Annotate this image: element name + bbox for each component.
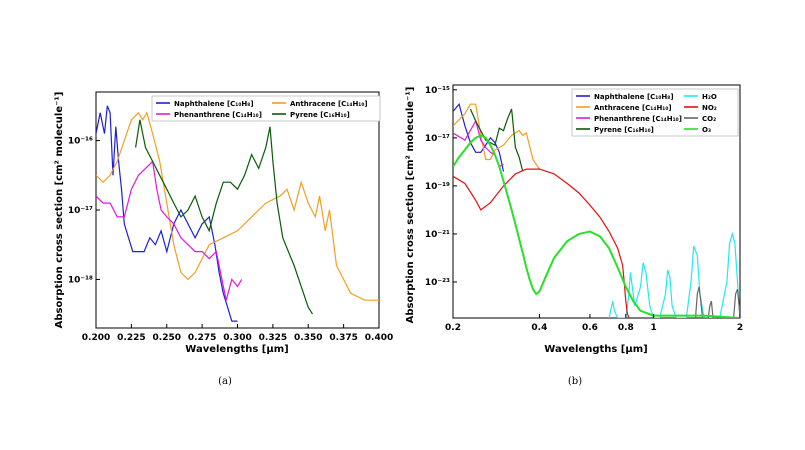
legend-label-anthracene: Anthracene [C₁₄H₁₀] [290,100,368,108]
x-tick-label: 0.4 [531,323,547,333]
x-tick-label: 0.375 [329,333,357,343]
series-group-b [453,102,740,318]
y-tick-label: 10⁻¹⁶ [68,137,93,147]
legend-label-naphthalene: Naphthalene [C₁₀H₈] [594,93,674,101]
x-tick-label: 1 [650,323,656,333]
caption-a: (a) [218,376,232,387]
x-tick-label: 0.8 [618,323,634,333]
series-line-naphthalene [453,102,505,172]
x-axis-label-a: Wavelengths [μm] [185,344,288,355]
x-tick-label: 0.325 [259,333,287,343]
x-tick-label: 0.6 [582,323,598,333]
x-axis-label-b: Wavelengths [μm] [544,344,647,355]
legend-label-naphthalene: Naphthalene [C₁₀H₈] [174,100,254,108]
legend-b: Naphthalene [C₁₀H₈] Anthracene [C₁₄H₁₀] Ph… [571,88,739,137]
series-line-h2o [608,231,740,318]
series-line-no2 [453,168,630,318]
legend-label-h2o: H₂O [702,93,717,101]
legend-a: Naphthalene [C₁₀H₈] Anthracene [C₁₄H₁₀] Ph… [151,95,381,122]
plot-frame-b [452,84,741,319]
y-tick-label: 10⁻²¹ [425,230,450,240]
series-line-anthracene [96,111,379,301]
legend-label-o3: O₃ [702,126,711,134]
y-tick-label: 10⁻¹⁵ [425,86,450,96]
legend-label-pyrene: Pyrene [C₁₆H₁₀] [594,126,654,134]
legend-box [151,95,381,122]
x-tick-label: 0.400 [365,333,393,343]
series-line-phenanthrene [96,160,243,301]
legend-label-no2: NO₂ [702,104,717,112]
x-tick-label: 0.300 [223,333,251,343]
ticks-b: 0.2 0.4 0.6 0.8 1 2 10⁻¹⁵ 10⁻¹⁷ 10⁻¹⁹ 10⁻²¹ 10⁻²³ [425,86,743,333]
legend-label-phenanthrene: Phenanthrene [C₁₄H₁₀] [174,111,262,119]
series-line-naphthalene [96,105,238,322]
x-tick-label: 0.200 [82,333,110,343]
y-axis-label-b: Absorption cross section [cm² molecule⁻¹… [405,87,416,324]
legend-label-anthracene: Anthracene [C₁₄H₁₀] [594,104,672,112]
series-line-pyrene [469,108,524,172]
ticks-a: 0.200 0.225 0.250 0.275 0.300 0.325 0.350 0.375… [68,137,393,343]
panel-a: 0.200 0.225 0.250 0.275 0.300 0.325 0.350 0.375… [54,91,393,387]
y-tick-label: 10⁻¹⁷ [68,206,93,216]
legend-label-pyrene: Pyrene [C₁₆H₁₀] [290,111,350,119]
series-line-co2 [694,286,740,318]
series-line-anthracene [453,103,540,170]
x-tick-label: 0.2 [445,323,461,333]
legend-label-phenanthrene: Phenanthrene [C₁₄H₁₀] [594,115,682,123]
legend-box [571,88,739,137]
legend-label-co2: CO₂ [702,115,716,123]
x-tick-label: 0.250 [153,333,181,343]
caption-b: (b) [568,376,582,387]
series-line-pyrene [135,119,314,315]
y-axis-label-a: Absorption cross section [cm² molecule⁻¹… [54,92,65,329]
x-tick-label: 0.225 [117,333,145,343]
series-line-o3 [453,134,740,318]
x-tick-label: 2 [737,323,743,333]
series-group-a [96,105,379,322]
panel-b: 0.2 0.4 0.6 0.8 1 210⁻¹⁵10⁻¹⁷10⁻¹⁹10⁻²¹10⁻²³ … [405,84,743,387]
y-tick-label: 10⁻¹⁷ [425,134,450,144]
y-tick-label: 10⁻¹⁹ [425,182,450,192]
x-tick-label: 0.350 [294,333,322,343]
x-tick-label: 0.275 [188,333,216,343]
y-tick-label: 10⁻¹⁸ [68,275,93,285]
y-tick-label: 10⁻²³ [425,278,450,288]
